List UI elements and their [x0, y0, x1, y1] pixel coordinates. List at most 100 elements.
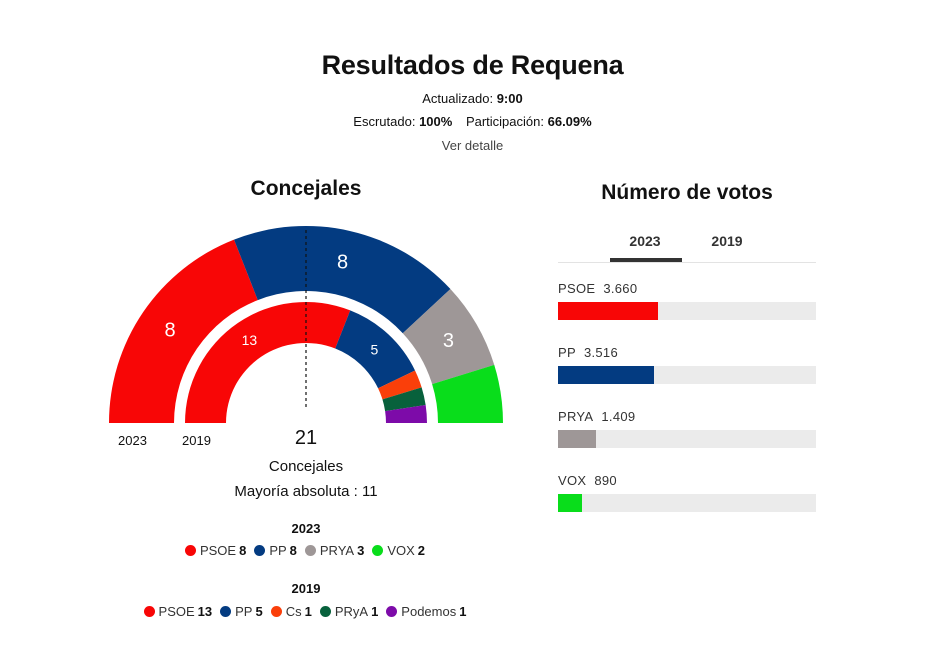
- legend-item-2019-psoe: PSOE 13: [143, 604, 212, 619]
- votos-title: Número de votos: [601, 181, 773, 204]
- legend-dot-icon: [304, 545, 316, 556]
- vote-count: 3.516: [583, 345, 618, 360]
- legend-item-2019-cs: Cs 1: [270, 604, 312, 619]
- vote-party-name: VOX: [558, 473, 587, 488]
- legend-2019: PSOE 13 PP 5 Cs 1 PRyA 1 Podemos 1: [0, 604, 610, 619]
- seat-label-2023-psoe: 8: [165, 319, 176, 341]
- scrutiny-line: Escrutado: 100% Participación: 66.09%: [0, 114, 945, 129]
- updated-value: 9:00: [496, 91, 523, 106]
- inner-year-label: 2019: [182, 433, 211, 448]
- legend-dot-icon: [270, 606, 282, 617]
- seat-slice-2023-vox: [432, 364, 503, 423]
- seat-slice-2019-podemos: [385, 404, 427, 423]
- seat-slice-2019-prya: [382, 387, 426, 412]
- vote-label: PRYA 1.409: [558, 409, 816, 427]
- legend-party-name: Cs: [285, 604, 302, 619]
- legend-party-seats: 1: [459, 604, 467, 619]
- vote-bar-track: [558, 494, 816, 512]
- legend-2023: PSOE 8 PP 8 PRYA 3 VOX 2: [0, 543, 610, 558]
- participacion-value: 66.09%: [547, 114, 592, 129]
- legend-party-name: PSOE: [158, 604, 195, 619]
- legend-party-name: PSOE: [199, 543, 237, 558]
- seat-label-2023-pp: 8: [337, 252, 348, 274]
- tab-2019[interactable]: 2019: [711, 233, 743, 249]
- legend-party-seats: 8: [239, 543, 247, 558]
- vote-bar-track: [558, 430, 816, 448]
- vote-bar-psoe: [558, 302, 658, 320]
- vote-bar-pp: [558, 366, 654, 384]
- inner-ring-2019: [185, 302, 427, 423]
- legend-dot-icon: [184, 545, 196, 556]
- slice-labels: 8 8 3 13 5: [165, 252, 455, 358]
- tab-2023[interactable]: 2023: [629, 233, 661, 249]
- legend-party-name: PRyA: [334, 604, 369, 619]
- seat-slice-2019-psoe: [185, 302, 351, 423]
- legend-dot-icon: [386, 606, 398, 617]
- seat-label-2019-psoe: 13: [242, 332, 258, 348]
- legend-party-name: VOX: [387, 543, 415, 558]
- majority-label: Mayoría absoluta : 11: [234, 483, 378, 500]
- seat-slice-2019-pp: [335, 310, 416, 389]
- total-seats-label: Concejales: [268, 458, 344, 475]
- legend-party-seats: 2: [417, 543, 426, 558]
- legend-party-seats: 1: [304, 604, 312, 619]
- legend-party-name: Podemos: [401, 604, 457, 619]
- page-title: Resultados de Requena: [321, 50, 624, 80]
- legend-item-2019-prya: PRyA 1: [319, 604, 379, 619]
- legend-item-2023-psoe: PSOE 8: [184, 543, 247, 558]
- legend-dot-icon: [372, 545, 384, 556]
- escrutado-label: Escrutado:: [353, 114, 416, 129]
- legend-item-2019-pp: PP 5: [220, 604, 263, 619]
- seat-label-2019-pp: 5: [370, 341, 378, 357]
- seat-slice-2023-psoe: [109, 239, 258, 423]
- legend-dot-icon: [143, 606, 155, 617]
- legend-item-2019-podemos: Podemos 1: [386, 604, 466, 619]
- vote-bar-track: [558, 366, 816, 384]
- legend-item-2023-prya: PRYA 3: [304, 543, 365, 558]
- active-tab-indicator: [610, 258, 682, 262]
- vote-count: 3.660: [603, 281, 638, 296]
- legend-party-name: PP: [269, 543, 287, 558]
- escrutado-value: 100%: [419, 114, 453, 129]
- vote-label: PP 3.516: [558, 345, 816, 363]
- ver-detalle-link[interactable]: Ver detalle: [441, 138, 504, 153]
- legend-party-name: PRYA: [319, 543, 355, 558]
- vote-row-prya: PRYA 1.409: [558, 409, 816, 448]
- seat-slice-2023-prya: [402, 289, 495, 385]
- vote-bar-vox: [558, 494, 583, 512]
- vote-row-pp: PP 3.516: [558, 345, 816, 384]
- vote-party-name: PRYA: [558, 409, 594, 424]
- legend-year-2019: 2019: [291, 581, 321, 596]
- vote-party-name: PSOE: [558, 281, 596, 296]
- vote-party-name: PP: [558, 345, 576, 360]
- legend-party-name: PP: [235, 604, 253, 619]
- legend-dot-icon: [319, 606, 331, 617]
- seat-label-2023-prya: 3: [443, 330, 454, 352]
- seat-slice-2019-cs: [378, 370, 422, 400]
- vote-row-vox: VOX 890: [558, 473, 816, 512]
- outer-ring-2023: [109, 225, 503, 423]
- participacion-label: Participación:: [465, 114, 544, 129]
- vote-row-psoe: PSOE 3.660: [558, 281, 816, 320]
- vote-count: 1.409: [601, 409, 636, 424]
- vote-label: VOX 890: [558, 473, 816, 491]
- seat-slice-2023-pp: [234, 225, 451, 334]
- legend-dot-icon: [254, 545, 266, 556]
- tab-divider: [558, 262, 816, 263]
- outer-year-label: 2023: [118, 433, 147, 448]
- legend-party-seats: 8: [289, 543, 297, 558]
- legend-party-seats: 1: [371, 604, 379, 619]
- legend-party-seats: 3: [357, 543, 365, 558]
- vote-bar-prya: [558, 430, 597, 448]
- vote-label: PSOE 3.660: [558, 281, 816, 299]
- legend-dot-icon: [220, 606, 232, 617]
- legend-item-2023-pp: PP 8: [254, 543, 297, 558]
- updated-line: Actualizado: 9:00: [0, 91, 945, 106]
- total-seats: 21: [294, 427, 318, 449]
- legend-year-2023: 2023: [291, 521, 321, 536]
- concejales-title: Concejales: [250, 177, 362, 200]
- updated-label: Actualizado:: [422, 91, 494, 106]
- vote-bar-track: [558, 302, 816, 320]
- legend-party-seats: 5: [255, 604, 263, 619]
